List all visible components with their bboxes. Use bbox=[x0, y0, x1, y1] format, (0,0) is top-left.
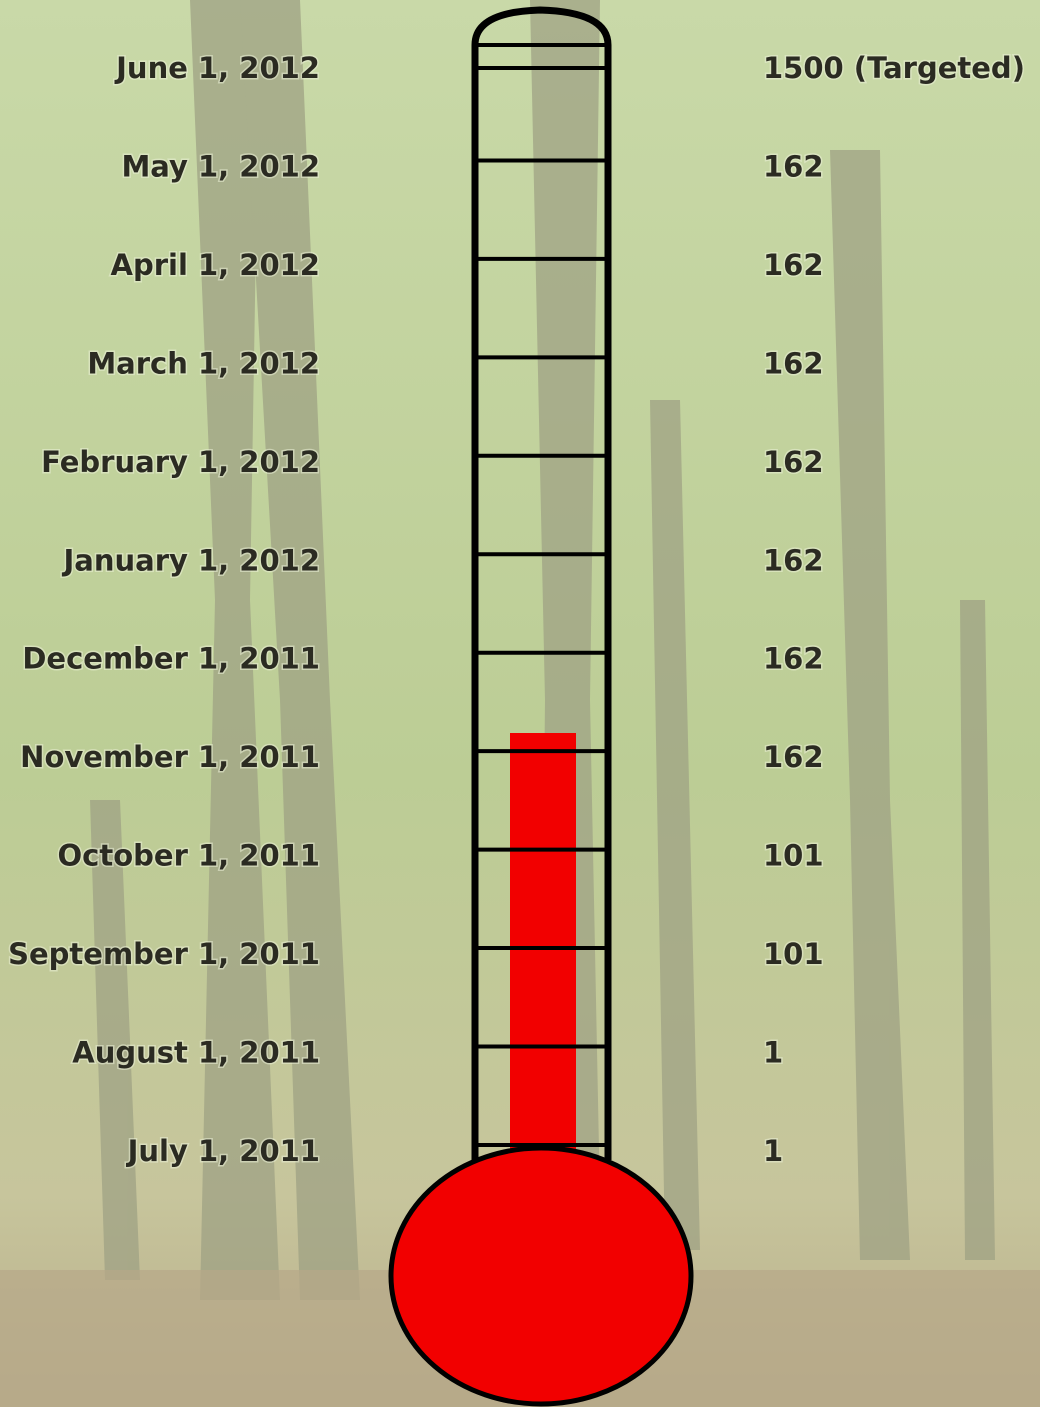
thermometer-bulb bbox=[391, 1148, 691, 1404]
date-label: June 1, 2012 bbox=[114, 51, 320, 85]
date-label: March 1, 2012 bbox=[87, 346, 320, 380]
count-value: 162 bbox=[763, 740, 824, 774]
count-value: 1500 (Targeted) bbox=[763, 51, 1025, 85]
count-value: 162 bbox=[763, 149, 824, 183]
date-label: August 1, 2011 bbox=[72, 1036, 320, 1070]
thermometer-graphic: June 1, 2012 1500 (Targeted) May 1, 2012 16… bbox=[0, 0, 1040, 1407]
date-label: December 1, 2011 bbox=[22, 642, 320, 676]
date-label: October 1, 2011 bbox=[58, 839, 320, 873]
date-label: February 1, 2012 bbox=[41, 445, 320, 479]
thermometer-fill bbox=[510, 733, 576, 1193]
count-value: 162 bbox=[763, 248, 824, 282]
count-value: 162 bbox=[763, 642, 824, 676]
date-label: January 1, 2012 bbox=[61, 543, 320, 577]
count-value: 162 bbox=[763, 445, 824, 479]
date-label: November 1, 2011 bbox=[20, 740, 320, 774]
date-label: May 1, 2012 bbox=[121, 149, 320, 183]
date-label: July 1, 2011 bbox=[126, 1134, 320, 1168]
date-label: September 1, 2011 bbox=[8, 937, 320, 971]
count-value: 1 bbox=[763, 1134, 783, 1168]
count-value: 101 bbox=[763, 937, 824, 971]
date-label: April 1, 2012 bbox=[111, 248, 321, 282]
count-value: 101 bbox=[763, 839, 824, 873]
count-value: 1 bbox=[763, 1036, 783, 1070]
count-value: 162 bbox=[763, 543, 824, 577]
count-value: 162 bbox=[763, 346, 824, 380]
page: {"rows": [ {"date": "June 1, 2012", "val… bbox=[0, 0, 1040, 1407]
